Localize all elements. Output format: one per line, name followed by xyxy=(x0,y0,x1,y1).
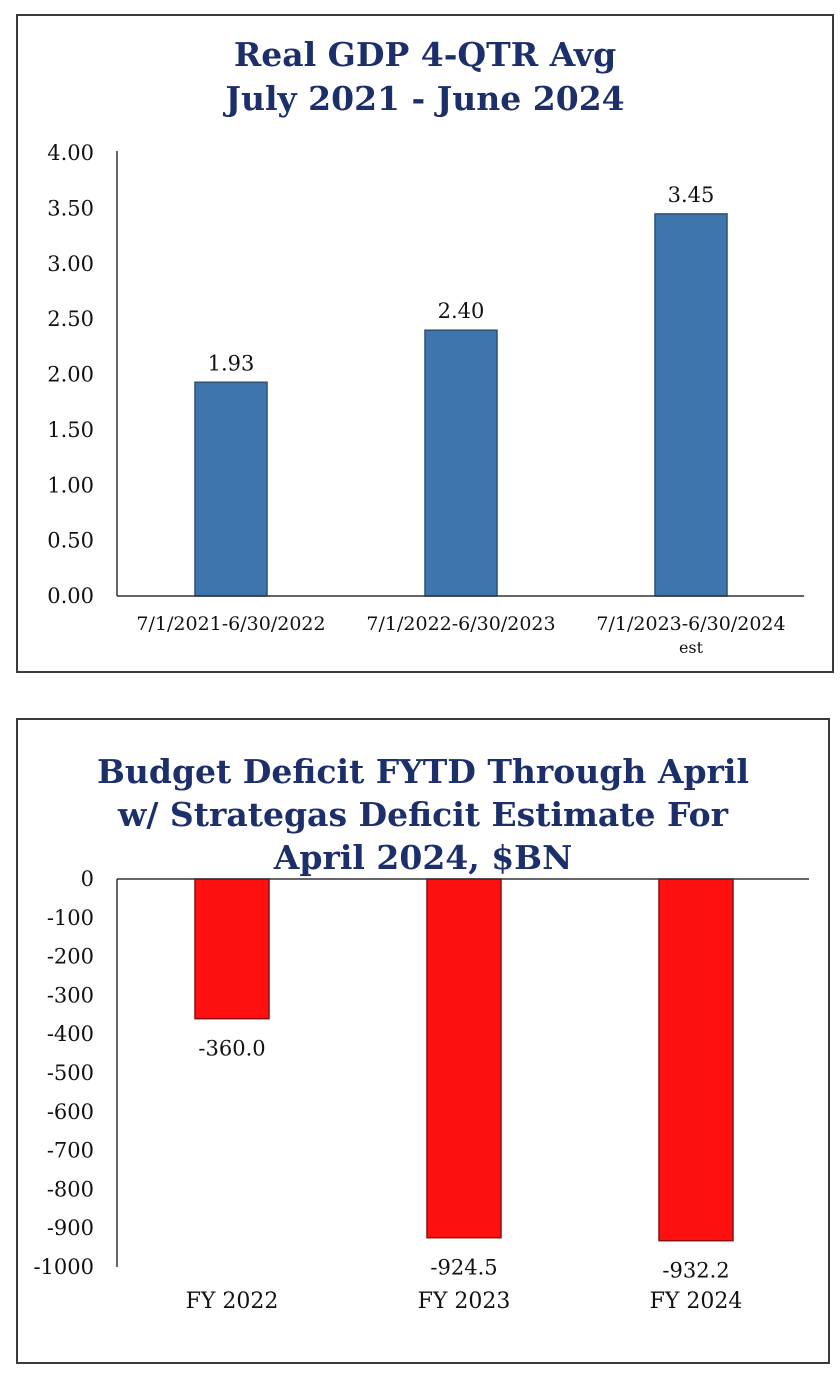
category-label: FY 2023 xyxy=(418,1289,511,1314)
gdp-chart-title: Real GDP 4-QTR Avg July 2021 - June 2024 xyxy=(18,33,832,121)
deficit-title-line-1: Budget Deficit FYTD Through April xyxy=(96,752,749,791)
deficit-chart-panel: Budget Deficit FYTD Through April w/ Str… xyxy=(16,718,830,1364)
data-label: -360.0 xyxy=(198,1037,265,1061)
gdp-title-line-2: July 2021 - June 2024 xyxy=(225,79,625,118)
data-label: 1.93 xyxy=(208,351,255,375)
y-tick-label: -700 xyxy=(47,1139,94,1163)
y-tick-label: 4.00 xyxy=(47,141,94,165)
category-sublabel: est xyxy=(679,638,704,657)
y-tick-label: 3.00 xyxy=(47,252,94,276)
deficit-title-line-2: w/ Strategas Deficit Estimate For xyxy=(117,795,729,834)
y-tick-label: 1.00 xyxy=(47,473,94,497)
deficit-chart-plot: 0 -100 -200 -300 -400 -500 -600 -700 -800 -900 -10… xyxy=(33,867,809,1314)
y-tick-label: -500 xyxy=(47,1061,94,1085)
y-tick-label: 2.00 xyxy=(47,363,94,387)
y-tick-label: -600 xyxy=(47,1100,94,1124)
y-tick-label: 3.50 xyxy=(47,196,94,220)
data-label: -932.2 xyxy=(662,1259,729,1283)
bar xyxy=(194,878,270,1020)
y-tick-label: 2.50 xyxy=(47,307,94,331)
gdp-title-line-1: Real GDP 4-QTR Avg xyxy=(233,35,617,74)
y-tick-label: 0.00 xyxy=(47,584,94,608)
y-tick-label: -900 xyxy=(47,1216,94,1240)
data-label: 3.45 xyxy=(668,183,715,207)
y-tick-label: 1.50 xyxy=(47,418,94,442)
y-tick-label: -100 xyxy=(47,906,94,930)
category-label: FY 2024 xyxy=(650,1289,743,1314)
bar xyxy=(658,878,734,1242)
y-tick-label: -200 xyxy=(47,945,94,969)
y-tick-label: 0.50 xyxy=(47,529,94,553)
bar xyxy=(424,329,498,597)
bar xyxy=(426,878,502,1239)
gdp-chart-plot: 0.00 0.50 1.00 1.50 2.00 2.50 3.00 3.50 4.00 1.93… xyxy=(47,141,804,657)
data-label: 2.40 xyxy=(438,299,485,323)
y-tick-label: 0 xyxy=(81,867,94,891)
y-tick-label: -1000 xyxy=(33,1255,94,1279)
data-label: -924.5 xyxy=(430,1256,497,1280)
category-label: 7/1/2022-6/30/2023 xyxy=(366,613,555,635)
gdp-chart-panel: Real GDP 4-QTR Avg July 2021 - June 2024… xyxy=(16,14,834,673)
bar xyxy=(194,381,268,597)
y-tick-label: -800 xyxy=(47,1177,94,1201)
category-label: 7/1/2021-6/30/2022 xyxy=(136,613,325,635)
deficit-title-line-3: April 2024, $BN xyxy=(273,838,573,877)
category-label: FY 2022 xyxy=(186,1289,279,1314)
deficit-chart-title: Budget Deficit FYTD Through April w/ Str… xyxy=(18,750,828,879)
category-label: 7/1/2023-6/30/2024 xyxy=(596,613,785,635)
y-tick-label: -300 xyxy=(47,983,94,1007)
bar xyxy=(654,213,728,597)
y-tick-label: -400 xyxy=(47,1022,94,1046)
